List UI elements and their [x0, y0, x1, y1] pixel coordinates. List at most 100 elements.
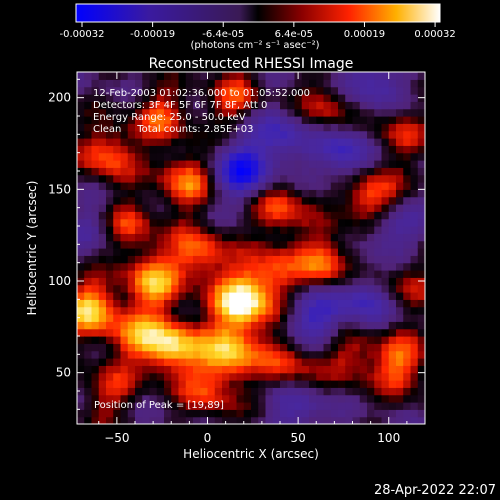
heatmap-cell	[345, 350, 354, 359]
heatmap-cell	[301, 94, 310, 102]
heatmap-cell	[367, 292, 375, 300]
heatmap-cell	[77, 380, 85, 388]
heatmap-cell	[207, 292, 216, 300]
heatmap-cell	[229, 277, 238, 286]
heatmap-cell	[243, 218, 252, 227]
heatmap-cell	[280, 116, 288, 124]
heatmap-cell	[185, 233, 194, 242]
heatmap-cell	[113, 79, 122, 88]
heatmap-cell	[243, 372, 252, 381]
heatmap-cell	[323, 299, 332, 308]
heatmap-cell	[120, 152, 129, 161]
heatmap-cell	[149, 248, 158, 256]
heatmap-cell	[214, 336, 223, 344]
heatmap-cell	[149, 233, 158, 242]
heatmap-cell	[171, 182, 180, 190]
heatmap-cell	[178, 409, 187, 418]
heatmap-cell	[127, 292, 136, 300]
heatmap-cell	[294, 79, 303, 88]
heatmap-cell	[359, 211, 368, 220]
heatmap-cell	[236, 94, 245, 102]
heatmap-cell	[178, 167, 187, 176]
heatmap-cell	[287, 314, 296, 322]
heatmap-cell	[207, 211, 216, 220]
heatmap-cell	[323, 182, 332, 190]
heatmap-cell	[171, 409, 180, 418]
heatmap-cell	[236, 226, 245, 234]
heatmap-cell	[294, 145, 303, 154]
heatmap-cell	[149, 402, 158, 410]
heatmap-cell	[352, 160, 361, 168]
heatmap-cell	[106, 174, 114, 183]
heatmap-cell	[243, 204, 252, 212]
heatmap-cell	[185, 211, 194, 220]
heatmap-cell	[301, 306, 310, 315]
heatmap-cell	[236, 336, 245, 344]
heatmap-cell	[77, 292, 85, 300]
heatmap-cell	[258, 226, 267, 234]
heatmap-cell	[316, 284, 325, 293]
heatmap-cell	[272, 79, 281, 88]
heatmap-cell	[120, 372, 129, 381]
heatmap-cell	[381, 299, 390, 308]
heatmap-cell	[171, 152, 180, 161]
heatmap-cell	[106, 138, 114, 146]
heatmap-cell	[359, 240, 368, 249]
heatmap-cell	[91, 336, 100, 344]
heatmap-cell	[135, 211, 143, 220]
heatmap-cell	[403, 72, 412, 80]
heatmap-cell	[381, 387, 390, 396]
heatmap-cell	[193, 350, 201, 359]
heatmap-cell	[178, 233, 187, 242]
heatmap-cell	[214, 94, 223, 102]
heatmap-cell	[113, 116, 122, 124]
heatmap-cell	[265, 255, 274, 264]
heatmap-cell	[200, 336, 209, 344]
x-tick-label: 50	[290, 431, 305, 445]
heatmap-cell	[345, 292, 354, 300]
heatmap-cell	[251, 314, 259, 322]
heatmap-cell	[185, 145, 194, 154]
heatmap-cell	[91, 343, 100, 352]
heatmap-cell	[258, 204, 267, 212]
heatmap-cell	[388, 130, 397, 139]
heatmap-cell	[309, 292, 317, 300]
heatmap-cell	[214, 167, 223, 176]
heatmap-cell	[251, 218, 259, 227]
heatmap-cell	[156, 72, 165, 80]
heatmap-cell	[388, 226, 397, 234]
x-axis: −50 0 50 100	[98, 72, 408, 445]
heatmap-cell	[258, 248, 267, 256]
heatmap-cell	[265, 182, 274, 190]
heatmap-cell	[156, 196, 165, 205]
heatmap-cell	[142, 343, 151, 352]
heatmap-cell	[200, 233, 209, 242]
heatmap-cell	[91, 101, 100, 110]
heatmap-cell	[417, 321, 425, 330]
heatmap-cell	[142, 306, 151, 315]
heatmap-cell	[374, 101, 383, 110]
heatmap-cell	[91, 123, 100, 132]
heatmap-cell	[214, 189, 223, 198]
heatmap-cell	[258, 270, 267, 278]
heatmap-cell	[345, 79, 354, 88]
heatmap-cell	[193, 211, 201, 220]
heatmap-cell	[309, 321, 317, 330]
heatmap-cell	[374, 402, 383, 410]
heatmap-cell	[91, 314, 100, 322]
heatmap-cell	[280, 306, 288, 315]
heatmap-cell	[207, 350, 216, 359]
heatmap-cell	[338, 72, 346, 80]
heatmap-cell	[185, 284, 194, 293]
heatmap-cell	[417, 387, 425, 396]
heatmap-cell	[142, 138, 151, 146]
heatmap-cell	[410, 372, 419, 381]
heatmap-cell	[352, 240, 361, 249]
heatmap-cell	[374, 306, 383, 315]
heatmap-cell	[301, 152, 310, 161]
heatmap-cell	[135, 248, 143, 256]
heatmap-cell	[156, 123, 165, 132]
heatmap-cell	[258, 182, 267, 190]
heatmap-cell	[91, 160, 100, 168]
heatmap-cell	[258, 130, 267, 139]
